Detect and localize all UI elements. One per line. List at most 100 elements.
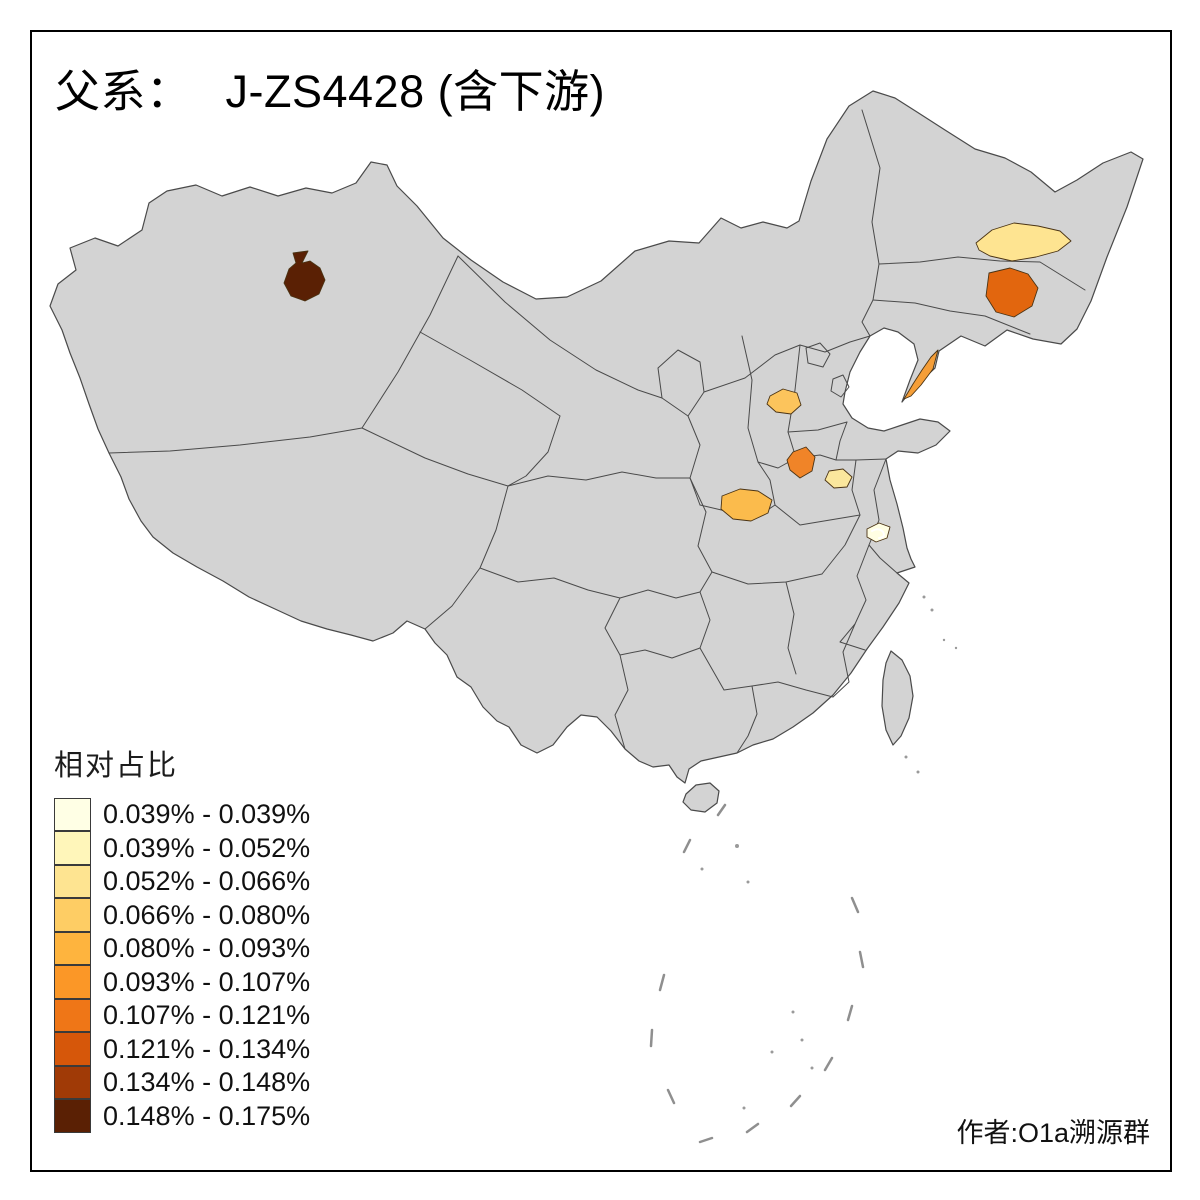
nine-dash-segment <box>858 950 865 969</box>
province-border <box>619 589 701 599</box>
sea-island-dot <box>810 1066 814 1070</box>
sea-island-dot <box>904 755 908 759</box>
legend-label: 0.039% - 0.052% <box>103 832 311 863</box>
province-border <box>774 504 861 526</box>
legend-swatch <box>54 931 91 965</box>
province-border <box>839 623 866 651</box>
province-border <box>619 647 701 659</box>
sea-island-dot <box>742 1106 746 1110</box>
xinjiang-dark-region <box>283 250 326 302</box>
legend-rows: 0.039% - 0.039% 0.039% - 0.052% 0.052% - 0… <box>54 797 374 1134</box>
author-credit: 作者:O1a溯源群 <box>956 1118 1150 1148</box>
legend-label: 0.052% - 0.066% <box>103 866 311 897</box>
nine-dash-segment <box>666 1088 676 1105</box>
legend-label: 0.121% - 0.134% <box>103 1033 311 1064</box>
province-border <box>835 421 848 461</box>
sea-island-dot <box>791 1010 795 1014</box>
nine-dash-segment <box>716 803 727 817</box>
nine-dash-segment <box>823 1056 834 1072</box>
legend-row: 0.148% - 0.175% <box>54 1099 374 1134</box>
legend-row: 0.107% - 0.121% <box>54 998 374 1033</box>
province-border <box>878 256 1086 291</box>
legend-row: 0.039% - 0.052% <box>54 831 374 866</box>
nine-dash-segment <box>698 1136 714 1144</box>
nine-dash-segment <box>658 973 666 992</box>
legend-swatch <box>54 1099 91 1133</box>
legend-row: 0.093% - 0.107% <box>54 965 374 1000</box>
nine-dash-segment <box>850 896 860 914</box>
province-border <box>699 571 713 649</box>
province-border <box>785 581 797 675</box>
province-border <box>507 471 691 487</box>
legend-row: 0.121% - 0.134% <box>54 1032 374 1067</box>
sea-island-dot <box>942 638 946 642</box>
legend-swatch <box>54 998 91 1032</box>
nine-dash-segment <box>789 1094 802 1108</box>
province-border <box>604 597 621 656</box>
sea-island-dot <box>930 608 934 612</box>
nine-dash-segment <box>649 1028 654 1048</box>
shaanxi-golden-region <box>720 488 773 522</box>
legend-swatch <box>54 831 91 865</box>
henan-orange-region <box>786 446 816 479</box>
highlight-regions-layer <box>283 222 1072 543</box>
province-border <box>361 255 459 429</box>
province-border <box>821 514 861 575</box>
legend-swatch <box>54 1065 91 1099</box>
legend-swatch <box>54 965 91 999</box>
legend-row: 0.066% - 0.080% <box>54 898 374 933</box>
province-border <box>854 544 870 625</box>
province-border <box>479 567 621 599</box>
legend-label: 0.134% - 0.148% <box>103 1067 311 1098</box>
province-border <box>855 458 887 461</box>
legend-label: 0.080% - 0.093% <box>103 933 311 964</box>
sea-island-dot <box>735 844 739 848</box>
province-border <box>614 654 629 750</box>
nine-dash-segment <box>682 838 692 854</box>
jilin-orange-region <box>985 267 1039 318</box>
province-border <box>757 461 776 506</box>
heilongjiang-pale-region <box>975 222 1072 262</box>
legend-row: 0.134% - 0.148% <box>54 1065 374 1100</box>
province-border <box>699 647 834 698</box>
province-border <box>872 299 1031 335</box>
legend-label: 0.066% - 0.080% <box>103 899 311 930</box>
legend-swatch <box>54 898 91 932</box>
taiwan-island <box>881 650 914 746</box>
province-border <box>851 459 861 516</box>
legend-title: 相对占比 <box>54 750 179 782</box>
provinces-layer <box>49 90 1144 813</box>
figure-title-main: J-ZS4428 (含下游) <box>225 66 606 117</box>
legend-swatch <box>54 1032 91 1066</box>
legend-row: 0.080% - 0.093% <box>54 931 374 966</box>
liaodong-orange-region <box>903 349 939 400</box>
sea-island-dot <box>770 1050 774 1054</box>
legend-swatch <box>54 864 91 898</box>
legend: 相对占比 0.039% - 0.039% 0.039% - 0.052% 0.052… <box>54 742 374 1133</box>
sea-island-dot <box>746 880 750 884</box>
henan-pale-yellow-region <box>824 468 853 489</box>
sea-islands-layer <box>649 595 958 1144</box>
hainan-island <box>682 782 720 813</box>
legend-label: 0.039% - 0.039% <box>103 799 311 830</box>
legend-label: 0.107% - 0.121% <box>103 1000 311 1031</box>
sea-island-dot <box>916 770 920 774</box>
legend-row: 0.039% - 0.039% <box>54 797 374 832</box>
province-border <box>457 255 663 399</box>
sea-island-dot <box>800 1038 804 1042</box>
hebei-light-orange-region <box>766 388 802 415</box>
province-border <box>868 544 898 574</box>
sea-island-dot <box>922 595 926 599</box>
figure-title: 父系： J-ZS4428 (含下游) <box>55 55 605 120</box>
province-border <box>361 427 509 487</box>
province-border <box>711 571 823 585</box>
province-border <box>419 331 561 417</box>
province-border <box>507 415 561 487</box>
province-border <box>741 335 759 463</box>
sea-island-dot <box>700 867 704 871</box>
sea-island-dot <box>954 646 958 650</box>
anhui-cream-region <box>866 522 891 543</box>
figure-title-prefix: 父系： <box>55 66 192 117</box>
